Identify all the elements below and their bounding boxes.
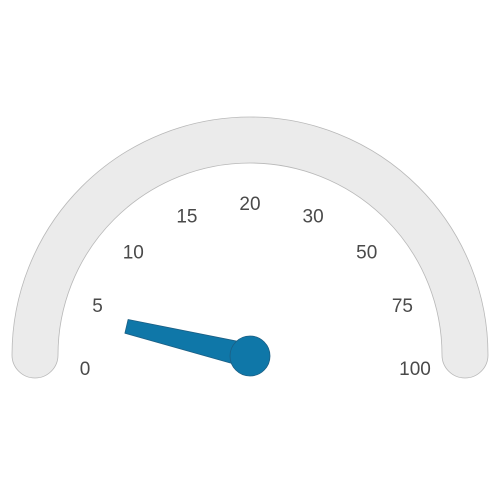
gauge-track: [11, 116, 489, 379]
tick-label-30: 30: [303, 207, 324, 228]
tick-label-0: 0: [80, 359, 91, 380]
tick-label-75: 75: [392, 296, 413, 317]
tick-label-5: 5: [92, 296, 103, 317]
gauge-needle-hub: [229, 335, 271, 377]
tick-label-15: 15: [176, 207, 197, 228]
gauge-needle-group: [124, 319, 271, 377]
tick-label-50: 50: [356, 242, 377, 263]
tick-label-20: 20: [239, 194, 260, 215]
tick-labels: 0 5 10 15 20 30 50 75 100: [80, 194, 431, 380]
tick-label-100: 100: [399, 359, 431, 380]
tick-label-10: 10: [123, 242, 144, 263]
